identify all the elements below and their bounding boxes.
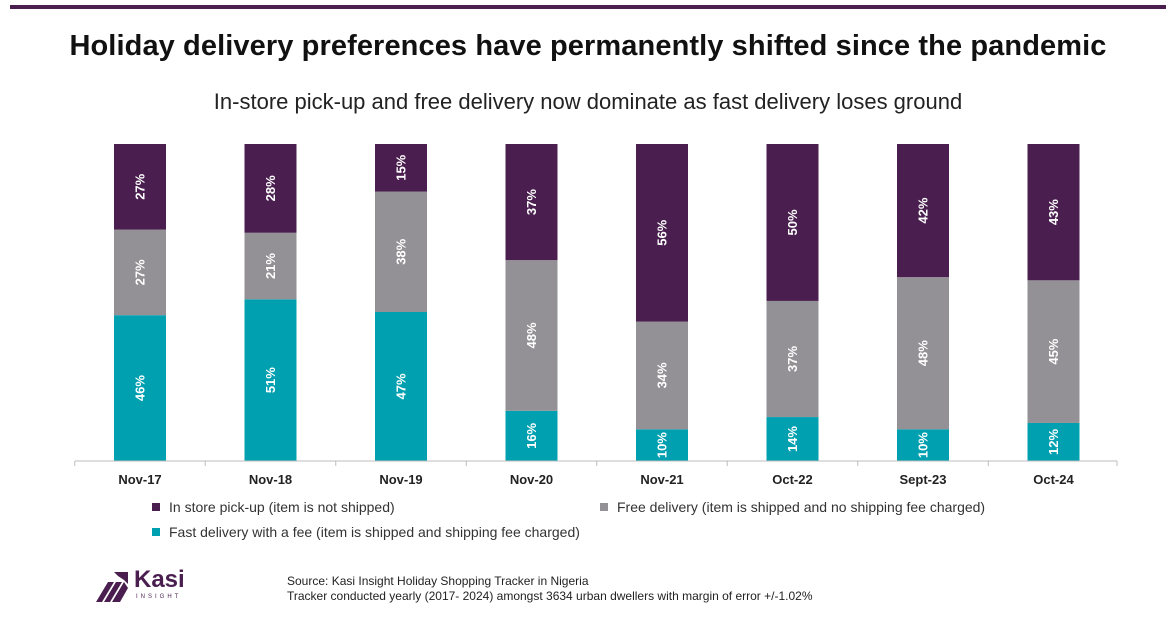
data-label: 12% [1046, 429, 1061, 455]
bar-segment [897, 144, 949, 278]
legend-swatch-fast [152, 528, 160, 536]
bar-segment [375, 144, 427, 192]
data-label: 16% [524, 422, 539, 448]
legend-label-pickup: In store pick-up (item is not shipped) [169, 499, 395, 515]
bar-segment [897, 277, 949, 430]
bar-segment [505, 144, 558, 261]
logo-subtext: INSIGHT [136, 594, 182, 600]
bar-segment [766, 300, 819, 418]
x-tick-label: Sept-23 [900, 472, 947, 487]
bar-segment [505, 410, 558, 461]
x-tick-label: Nov-19 [379, 472, 422, 487]
data-label: 50% [785, 209, 800, 235]
bar-segment [1027, 280, 1080, 423]
data-label: 45% [1046, 338, 1061, 364]
data-label: 37% [524, 189, 539, 215]
bar-segment [244, 299, 297, 461]
bar-segment [636, 144, 688, 322]
kasi-logo: Kasi INSIGHT [94, 566, 204, 608]
x-tick-label: Nov-17 [118, 472, 161, 487]
legend-item-pickup: In store pick-up (item is not shipped) [152, 499, 395, 515]
chart-title: Holiday delivery preferences have perman… [69, 30, 1107, 62]
bar-segment [244, 144, 297, 233]
bar-segment [897, 429, 949, 461]
x-tick-label: Nov-21 [640, 472, 683, 487]
x-tick-label: Oct-22 [772, 472, 812, 487]
bar-segment [114, 315, 166, 461]
bar-segment [375, 312, 427, 461]
chart-subtitle: In-store pick-up and free delivery now d… [213, 89, 963, 114]
bar-segment [1027, 422, 1080, 461]
data-label: 48% [524, 322, 539, 348]
source-line-2: Tracker conducted yearly (2017- 2024) am… [287, 589, 813, 603]
data-label: 14% [785, 426, 800, 452]
kasi-logo-icon [96, 572, 128, 602]
source-line-1: Source: Kasi Insight Holiday Shopping Tr… [287, 574, 589, 588]
data-label: 34% [655, 362, 670, 388]
bar-segment [636, 429, 688, 461]
data-label: 27% [133, 259, 148, 285]
data-label: 56% [655, 219, 670, 245]
data-label: 21% [263, 253, 278, 279]
legend-swatch-pickup [152, 503, 160, 511]
data-label: 47% [394, 373, 409, 399]
source-note: Source: Kasi Insight Holiday Shopping Tr… [287, 574, 813, 604]
logo-wordmark: Kasi [134, 566, 185, 593]
x-tick-label: Nov-18 [249, 472, 292, 487]
stacked-bar-chart: 46% 27% 27% Nov-17 51% 21% 28% Nov-18 47% 38% 15% N… [74, 144, 1118, 487]
data-label: 10% [916, 432, 931, 458]
data-label: 15% [394, 154, 409, 180]
data-label: 37% [785, 346, 800, 372]
bar-segment [1027, 144, 1080, 281]
data-label: 10% [655, 432, 670, 458]
data-label: 51% [263, 367, 278, 393]
data-label: 43% [1046, 199, 1061, 225]
bar-segment [766, 144, 819, 301]
bar-segment [505, 260, 558, 411]
bar-segment [114, 144, 166, 230]
data-label: 28% [263, 175, 278, 201]
legend-label-fast: Fast delivery with a fee (item is shippe… [169, 524, 580, 540]
data-label: 27% [133, 173, 148, 199]
bar-segment [636, 321, 688, 430]
bar-segment [244, 232, 297, 300]
data-label: 38% [394, 238, 409, 264]
legend-swatch-free [600, 503, 608, 511]
legend-label-free: Free delivery (item is shipped and no sh… [617, 499, 986, 515]
bar-segment [375, 191, 427, 313]
data-label: 48% [916, 340, 931, 366]
x-tick-label: Oct-24 [1033, 472, 1074, 487]
bar-segment [114, 229, 166, 316]
data-label: 42% [916, 197, 931, 223]
top-rule [10, 5, 1166, 9]
x-tick-label: Nov-20 [510, 472, 553, 487]
data-label: 46% [133, 375, 148, 401]
bar-segment [766, 417, 819, 461]
legend-item-fast: Fast delivery with a fee (item is shippe… [152, 524, 580, 540]
legend-item-free: Free delivery (item is shipped and no sh… [600, 499, 985, 515]
